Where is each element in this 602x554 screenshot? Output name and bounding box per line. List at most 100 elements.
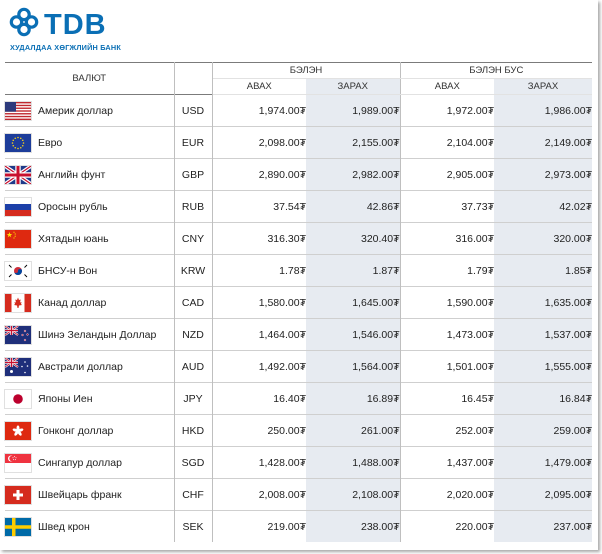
noncash-sell-rate: 2,149.00₮ — [494, 126, 593, 159]
currency-code: HKD — [173, 414, 213, 447]
noncash-buy-rate: 37.73₮ — [400, 190, 495, 223]
currency-name: Швед крон — [38, 520, 90, 533]
rate-row-rub: Оросын рубль RUB 37.54₮ 42.86₮ 37.73₮ 42.02₮ — [5, 190, 593, 223]
noncash-buy-rate: 1,501.00₮ — [400, 350, 495, 383]
currency-cell: Оросын рубль — [5, 190, 174, 223]
ru-flag-icon — [5, 197, 31, 216]
cash-sell-rate: 2,155.00₮ — [306, 126, 401, 159]
header-cash: БЭЛЭН — [212, 62, 401, 79]
noncash-sell-rate: 42.02₮ — [494, 190, 593, 223]
cash-sell-rate: 261.00₮ — [306, 414, 401, 447]
au-flag-icon — [5, 357, 31, 376]
currency-name: Швейцарь франк — [38, 488, 122, 501]
rate-row-eur: Евро EUR 2,098.00₮ 2,155.00₮ 2,104.00₮ 2,149.… — [5, 126, 593, 159]
currency-name: Оросын рубль — [38, 200, 108, 213]
noncash-sell-rate: 1,555.00₮ — [494, 350, 593, 383]
header-noncash-buy: АВАХ — [400, 78, 495, 95]
rate-row-cny: Хятадын юань CNY 316.30₮ 320.40₮ 316.00₮ 320.… — [5, 222, 593, 255]
header-code — [174, 62, 213, 95]
header-noncash-sell: ЗАРАХ — [494, 78, 593, 95]
rate-row-hkd: Гонконг доллар HKD 250.00₮ 261.00₮ 252.00₮ 25… — [5, 414, 593, 447]
cash-buy-rate: 316.30₮ — [212, 222, 306, 255]
noncash-buy-rate: 2,020.00₮ — [400, 478, 495, 511]
noncash-sell-rate: 237.00₮ — [494, 510, 593, 542]
cash-buy-rate: 37.54₮ — [212, 190, 306, 223]
header-cash-sell: ЗАРАХ — [306, 78, 401, 95]
cash-sell-rate: 1,989.00₮ — [306, 94, 401, 127]
rate-row-sek: Швед крон SEK 219.00₮ 238.00₮ 220.00₮ 237.00₮ — [5, 510, 593, 542]
currency-code: GBP — [173, 158, 213, 191]
cash-buy-rate: 2,098.00₮ — [212, 126, 306, 159]
cash-sell-rate: 320.40₮ — [306, 222, 401, 255]
cash-sell-rate: 238.00₮ — [306, 510, 401, 542]
currency-cell: Сингапур доллар — [5, 446, 174, 479]
currency-cell: Английн фунт — [5, 158, 174, 191]
noncash-sell-rate: 1,537.00₮ — [494, 318, 593, 351]
ca-flag-icon — [5, 293, 31, 312]
jp-flag-icon — [5, 389, 31, 408]
noncash-buy-rate: 1,437.00₮ — [400, 446, 495, 479]
noncash-sell-rate: 2,973.00₮ — [494, 158, 593, 191]
currency-name: Америк доллар — [38, 104, 113, 117]
cn-flag-icon — [5, 229, 31, 248]
noncash-sell-rate: 320.00₮ — [494, 222, 593, 255]
cash-buy-rate: 2,890.00₮ — [212, 158, 306, 191]
currency-code: CHF — [173, 478, 213, 511]
currency-name: Евро — [38, 136, 63, 149]
se-flag-icon — [5, 517, 31, 536]
currency-cell: Австрали доллар — [5, 350, 174, 383]
noncash-buy-rate: 16.45₮ — [400, 382, 495, 415]
noncash-buy-rate: 2,104.00₮ — [400, 126, 495, 159]
currency-code: RUB — [173, 190, 213, 223]
tdb-logo: TDB ХУДАЛДАА ХӨГЖЛИЙН БАНК — [8, 6, 148, 56]
cash-buy-rate: 1,492.00₮ — [212, 350, 306, 383]
currency-code: EUR — [173, 126, 213, 159]
currency-name: Японы Иен — [38, 392, 93, 405]
rate-row-gbp: Английн фунт GBP 2,890.00₮ 2,982.00₮ 2,905.0… — [5, 158, 593, 191]
noncash-buy-rate: 1.79₮ — [400, 254, 495, 287]
cash-sell-rate: 2,982.00₮ — [306, 158, 401, 191]
currency-name: Гонконг доллар — [38, 424, 114, 437]
cash-buy-rate: 16.40₮ — [212, 382, 306, 415]
cash-sell-rate: 16.89₮ — [306, 382, 401, 415]
currency-cell: Японы Иен — [5, 382, 174, 415]
rate-row-usd: Америк доллар USD 1,974.00₮ 1,989.00₮ 1,972.… — [5, 94, 593, 127]
rate-row-nzd: Шинэ Зеландын Доллар NZD 1,464.00₮ 1,546.00… — [5, 318, 593, 351]
currency-cell: Канад доллар — [5, 286, 174, 319]
nz-flag-icon — [5, 325, 31, 344]
noncash-buy-rate: 1,473.00₮ — [400, 318, 495, 351]
logo-wordmark: TDB — [44, 9, 107, 41]
eu-flag-icon — [5, 133, 31, 152]
noncash-sell-rate: 1,986.00₮ — [494, 94, 593, 127]
cash-sell-rate: 1,546.00₮ — [306, 318, 401, 351]
currency-cell: Хятадын юань — [5, 222, 174, 255]
currency-cell: Америк доллар — [5, 94, 174, 127]
hk-flag-icon — [5, 421, 31, 440]
cash-sell-rate: 2,108.00₮ — [306, 478, 401, 511]
noncash-sell-rate: 1.85₮ — [494, 254, 593, 287]
cash-sell-rate: 1,488.00₮ — [306, 446, 401, 479]
header-cash-buy: АВАХ — [212, 78, 306, 95]
currency-name: Хятадын юань — [38, 232, 109, 245]
currency-name: Австрали доллар — [38, 360, 123, 373]
noncash-sell-rate: 2,095.00₮ — [494, 478, 593, 511]
cash-buy-rate: 1,580.00₮ — [212, 286, 306, 319]
rate-row-jpy: Японы Иен JPY 16.40₮ 16.89₮ 16.45₮ 16.84₮ — [5, 382, 593, 415]
cash-buy-rate: 219.00₮ — [212, 510, 306, 542]
currency-code: SEK — [173, 510, 213, 542]
exchange-rate-table: ВАЛЮТ БЭЛЭН БЭЛЭН БУС АВАХ ЗАРАХ АВАХ ЗА… — [5, 62, 593, 542]
us-flag-icon — [5, 101, 31, 120]
cash-sell-rate: 1,645.00₮ — [306, 286, 401, 319]
rate-row-chf: Швейцарь франк CHF 2,008.00₮ 2,108.00₮ 2,020… — [5, 478, 593, 511]
noncash-buy-rate: 252.00₮ — [400, 414, 495, 447]
noncash-buy-rate: 1,972.00₮ — [400, 94, 495, 127]
cash-buy-rate: 250.00₮ — [212, 414, 306, 447]
header-currency: ВАЛЮТ — [5, 62, 175, 95]
currency-code: JPY — [173, 382, 213, 415]
header-noncash: БЭЛЭН БУС — [400, 62, 593, 79]
noncash-sell-rate: 1,635.00₮ — [494, 286, 593, 319]
sg-flag-icon — [5, 453, 31, 472]
cash-sell-rate: 1,564.00₮ — [306, 350, 401, 383]
currency-code: AUD — [173, 350, 213, 383]
